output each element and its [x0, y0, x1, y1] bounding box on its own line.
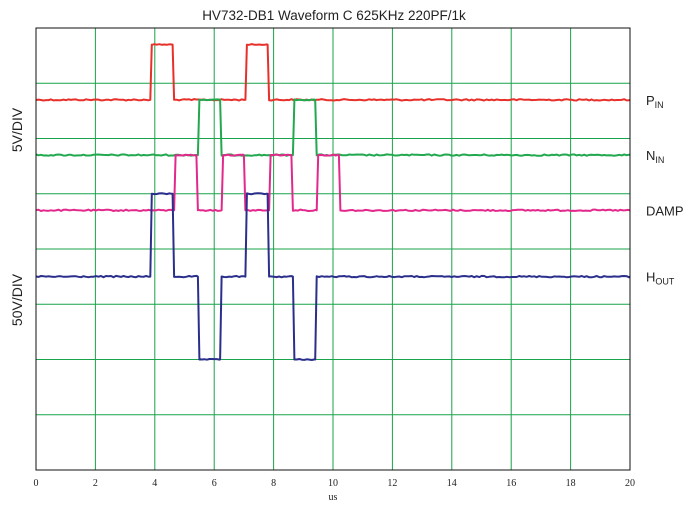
trace-h-out [35, 192, 631, 361]
signal-label-n-in: NIN [646, 148, 664, 165]
x-tick-label: 16 [506, 478, 516, 489]
x-tick-label: 20 [625, 478, 635, 489]
signal-label-damp: DAMP [646, 203, 684, 218]
signal-label-h-out: HOUT [646, 270, 675, 287]
plot-frame [35, 27, 631, 471]
x-tick-label: 4 [152, 478, 157, 489]
x-tick-label: 8 [271, 478, 276, 489]
y-scale-label: 50V/DIV [9, 273, 25, 326]
x-tick-label: 12 [387, 478, 397, 489]
chart-title: HV732-DB1 Waveform C 625KHz 220PF/1k [202, 8, 466, 23]
x-tick-label: 18 [566, 478, 576, 489]
x-tick-label: 2 [93, 478, 98, 489]
trace-p-in [35, 43, 631, 102]
signal-labels: PIN NIN DAMP HOUT [646, 93, 684, 287]
y-scale-label: 5V/DIV [9, 107, 25, 152]
trace-damp [35, 153, 631, 212]
x-tick-label: 14 [447, 478, 457, 489]
traces [35, 43, 631, 361]
grid [36, 28, 630, 470]
x-tick-labels: 0 2 4 6 8 10 12 14 16 18 20 [34, 478, 636, 489]
signal-label-p-in: PIN [646, 93, 664, 110]
y-scale-labels: 5V/DIV 50V/DIV [9, 107, 25, 326]
x-tick-label: 10 [328, 478, 338, 489]
x-tick-label: 0 [34, 478, 39, 489]
x-axis-label: us [329, 492, 338, 503]
x-tick-label: 6 [212, 478, 217, 489]
